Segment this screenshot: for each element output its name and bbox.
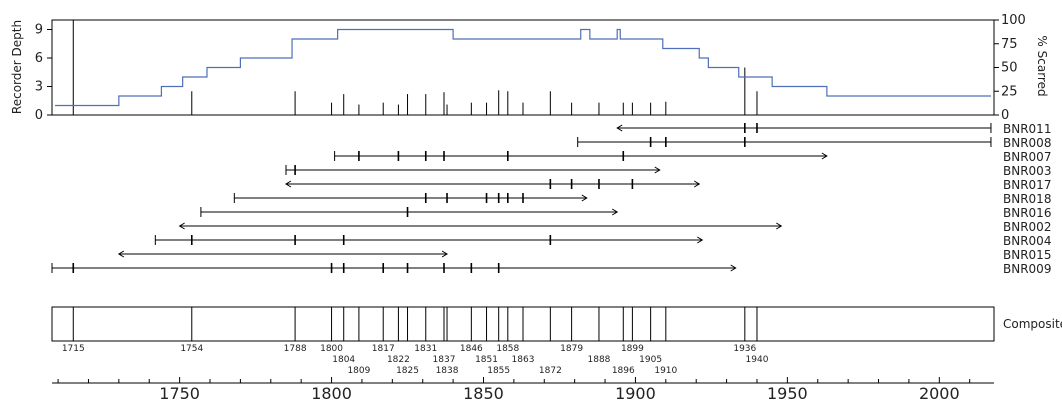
series-label-BNR017: BNR017 <box>1003 178 1051 192</box>
composite-year-label-1905: 1905 <box>639 355 662 365</box>
inner-date-marker-BNR015 <box>117 250 125 258</box>
composite-year-label-1879: 1879 <box>560 344 583 354</box>
composite-year-label-1910: 1910 <box>654 366 677 376</box>
composite-year-label-1788: 1788 <box>284 344 307 354</box>
outer-date-marker-BNR018 <box>581 194 588 202</box>
series-label-BNR002: BNR002 <box>1003 220 1051 234</box>
composite-year-label-1838: 1838 <box>436 366 459 376</box>
x-tick-label-1750: 1750 <box>159 384 200 403</box>
series-panel: BNR011BNR008BNR007BNR003BNR017BNR018BNR0… <box>51 122 1051 276</box>
series-label-BNR011: BNR011 <box>1003 122 1051 136</box>
composite-year-label-1809: 1809 <box>347 366 370 376</box>
composite-year-label-1896: 1896 <box>612 366 635 376</box>
composite-year-label-1863: 1863 <box>512 355 535 365</box>
recorder-depth-line <box>55 28 991 107</box>
series-label-BNR008: BNR008 <box>1003 136 1051 150</box>
right-axis-label: % Scarred <box>1035 35 1049 96</box>
composite-year-label-1858: 1858 <box>496 344 519 354</box>
series-label-BNR016: BNR016 <box>1003 206 1051 220</box>
outer-date-marker-BNR015 <box>441 250 449 258</box>
left-tick-label-3: 3 <box>35 80 43 95</box>
inner-date-marker-BNR011 <box>616 124 623 132</box>
composite-year-label-1822: 1822 <box>387 355 410 365</box>
x-axis: 1750 1800 1850 1900 1950 2000 <box>52 377 994 403</box>
composite-year-label-1825: 1825 <box>396 366 419 376</box>
composite-year-label-1804: 1804 <box>332 355 355 365</box>
x-tick-label-2000: 2000 <box>919 384 960 403</box>
composite-year-label-1800: 1800 <box>320 344 343 354</box>
right-tick-label-100: 100 <box>1001 13 1026 28</box>
outer-date-marker-BNR016 <box>611 208 619 216</box>
outer-date-marker-BNR009 <box>730 264 737 272</box>
outer-date-marker-BNR004 <box>697 236 704 244</box>
right-tick-label-25: 25 <box>1001 84 1018 99</box>
series-label-BNR018: BNR018 <box>1003 192 1051 206</box>
composite-year-label-1851: 1851 <box>475 355 498 365</box>
left-tick-label-6: 6 <box>35 51 43 66</box>
x-tick-label-1850: 1850 <box>463 384 504 403</box>
left-axis-label: Recorder Depth <box>10 20 24 114</box>
right-tick-label-0: 0 <box>1001 108 1009 123</box>
composite-year-label-1855: 1855 <box>487 366 510 376</box>
composite-year-label-1899: 1899 <box>621 344 644 354</box>
composite-year-label-1888: 1888 <box>588 355 611 365</box>
left-tick-label-9: 9 <box>35 23 43 38</box>
outer-date-marker-BNR003 <box>654 166 661 174</box>
composite-year-label-1831: 1831 <box>414 344 437 354</box>
left-tick-label-0: 0 <box>35 108 43 123</box>
composite-year-label-1817: 1817 <box>372 344 395 354</box>
composite-year-label-1754: 1754 <box>180 344 203 354</box>
series-label-BNR009: BNR009 <box>1003 262 1051 276</box>
series-label-BNR004: BNR004 <box>1003 234 1051 248</box>
inner-date-marker-BNR017 <box>285 180 292 188</box>
outer-date-marker-BNR007 <box>821 152 828 160</box>
x-tick-label-1800: 1800 <box>311 384 352 403</box>
series-label-BNR007: BNR007 <box>1003 150 1051 164</box>
x-tick-label-1950: 1950 <box>767 384 808 403</box>
recorder-depth-panel: 0 3 6 9 0 25 50 75 100 Recorder Depth % Scarred <box>10 13 1049 123</box>
composite-year-label-1872: 1872 <box>539 366 562 376</box>
inner-date-marker-BNR002 <box>178 222 185 230</box>
x-tick-label-1900: 1900 <box>615 384 656 403</box>
composite-year-label-1837: 1837 <box>433 355 456 365</box>
composite-year-label-1715: 1715 <box>62 344 85 354</box>
composite-year-label-1940: 1940 <box>746 355 769 365</box>
composite-year-label-1846: 1846 <box>460 344 483 354</box>
composite-label: Composite <box>1003 317 1062 331</box>
outer-date-marker-BNR017 <box>693 180 701 188</box>
top-panel-frame <box>51 19 995 116</box>
right-tick-label-50: 50 <box>1001 61 1018 76</box>
series-label-BNR015: BNR015 <box>1003 248 1051 262</box>
series-label-BNR003: BNR003 <box>1003 164 1051 178</box>
outer-date-marker-BNR002 <box>776 222 783 230</box>
composite-year-label-1936: 1936 <box>733 344 756 354</box>
right-tick-label-75: 75 <box>1001 37 1018 52</box>
